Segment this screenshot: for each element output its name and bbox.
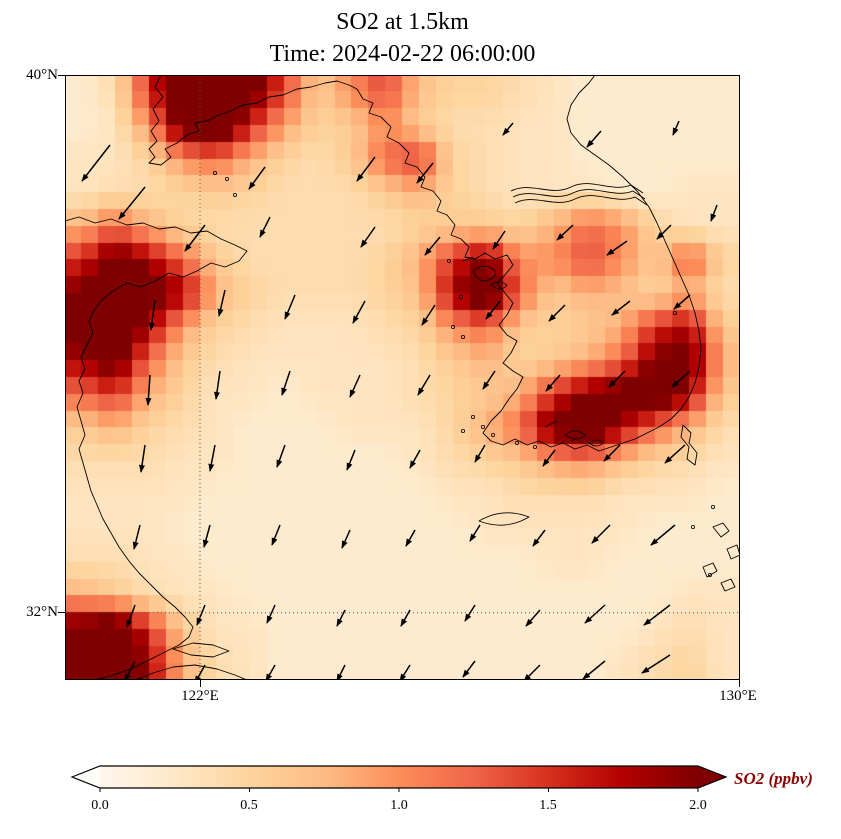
figure-title: SO2 at 1.5km Time: 2024-02-22 06:00:00 [65,6,740,71]
tick-lon-122e [200,680,201,687]
map-overlay [65,75,740,680]
colorbar-tick-05: 0.5 [240,798,258,813]
lat-label-40n: 40°N [26,67,58,83]
so2-heatmap-canvas [65,75,740,680]
title-line2: Time: 2024-02-22 06:00:00 [269,41,536,68]
so2-contour-lines [462,256,604,447]
gridlines [65,75,740,680]
colorbar-label: SO2 (ppbv) [734,769,813,788]
tick-lat-40n [58,75,65,76]
tick-lat-32n [58,612,65,613]
lon-label-122e: 122°E [181,688,219,704]
colorbar-tick-15: 1.5 [539,798,557,813]
lat-label-32n: 32°N [26,604,58,620]
tick-lon-130e [739,680,740,687]
coastlines [65,75,740,680]
colorbar-gradient [70,765,728,792]
map-plot [65,75,740,680]
colorbar-tick-10: 1.0 [390,798,408,813]
colorbar-tick-20: 2.0 [689,798,707,813]
title-line1: SO2 at 1.5km [336,9,469,35]
wind-arrows [81,120,718,680]
colorbar [70,764,770,798]
plot-border [65,75,740,680]
lon-label-130e: 130°E [719,688,757,704]
colorbar-tick-0: 0.0 [91,798,109,813]
